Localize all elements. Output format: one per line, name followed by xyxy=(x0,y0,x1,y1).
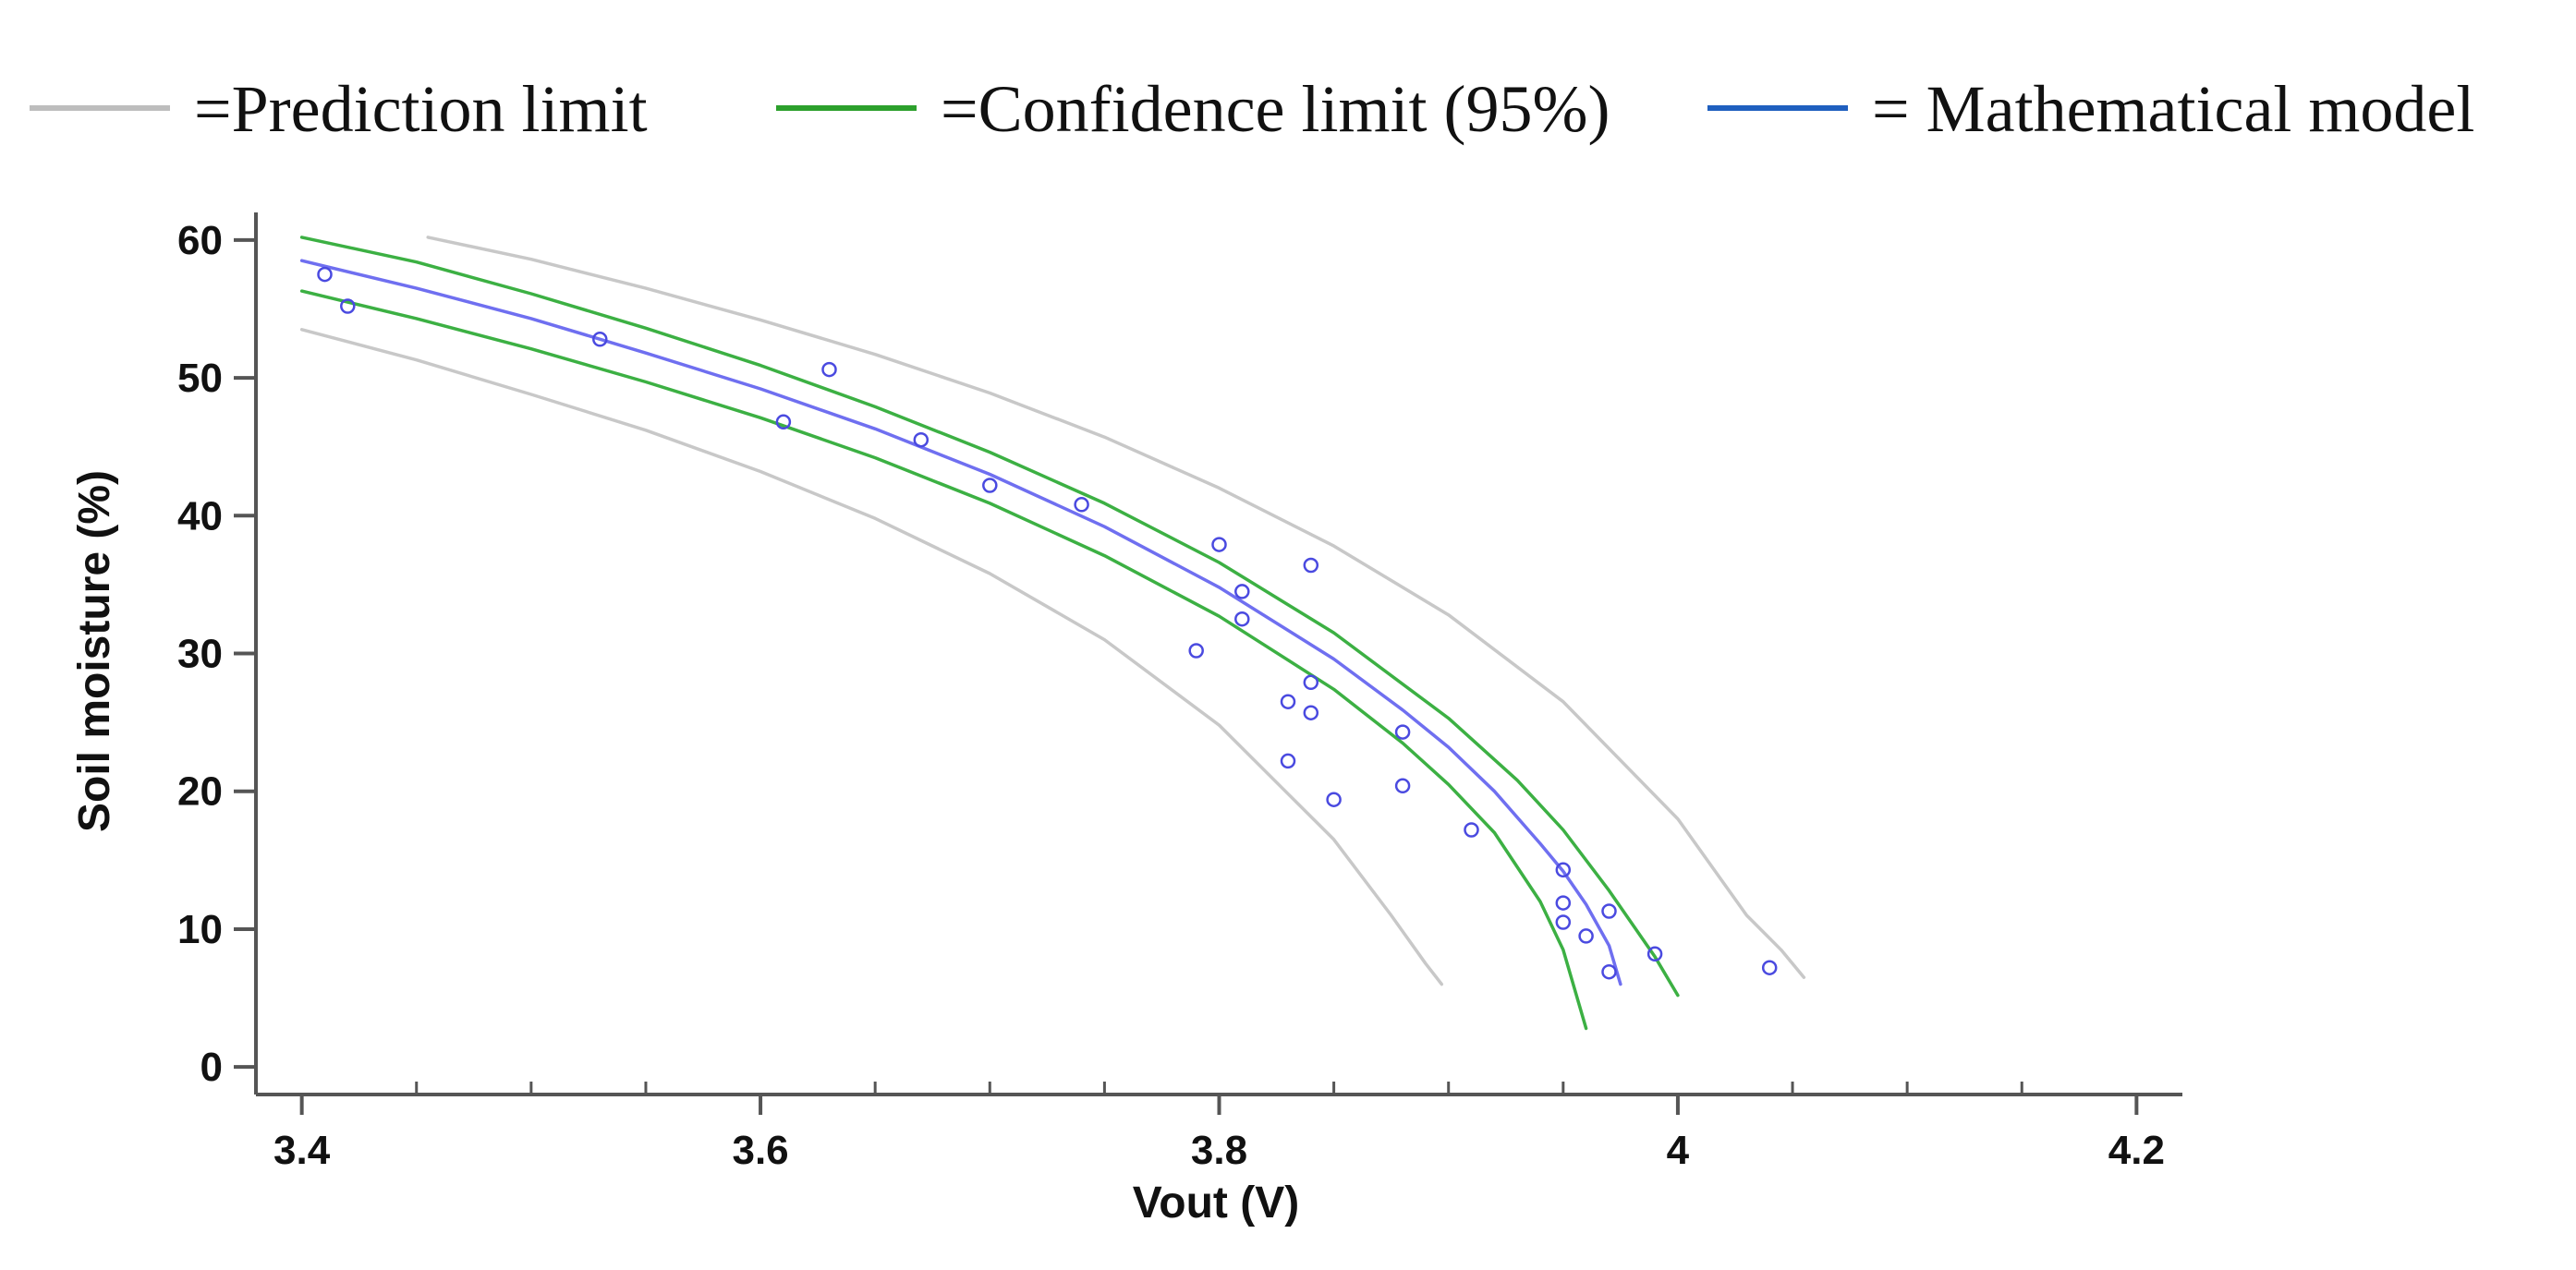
data-point xyxy=(1578,928,1594,944)
data-point xyxy=(982,478,998,493)
series-line-confidence-limit-upper xyxy=(299,236,1680,998)
x-axis-title: Vout (V) xyxy=(1133,1179,1299,1228)
data-point xyxy=(1303,674,1319,691)
x-tick-label: 3.4 xyxy=(273,1128,331,1173)
y-tick-label: 30 xyxy=(177,632,223,677)
data-point xyxy=(1394,778,1411,794)
series-line-mathematical-model xyxy=(299,259,1622,986)
data-point xyxy=(1326,792,1342,807)
data-point xyxy=(775,414,792,430)
data-point xyxy=(340,298,356,314)
y-tick-label: 50 xyxy=(177,356,223,401)
x-tick-label: 4 xyxy=(1667,1128,1690,1173)
y-tick-label: 20 xyxy=(177,769,223,815)
data-point xyxy=(1211,537,1227,552)
data-point xyxy=(317,266,333,283)
legend-label-mathematical-model: = Mathematical model xyxy=(1872,72,2474,146)
data-point xyxy=(1761,960,1778,975)
legend-label-confidence-limit: =Confidence limit (95%) xyxy=(941,72,1610,146)
data-point xyxy=(1601,963,1617,980)
data-point xyxy=(1555,914,1572,930)
x-tick-label: 3.8 xyxy=(1191,1128,1247,1173)
data-point xyxy=(1188,643,1204,659)
data-points-group xyxy=(317,266,1778,980)
data-point xyxy=(592,332,608,347)
data-point xyxy=(821,361,837,378)
data-point xyxy=(1464,822,1479,838)
data-point xyxy=(1234,611,1250,627)
x-tick-label: 4.2 xyxy=(2108,1128,2165,1173)
legend: =Prediction limit =Confidence limit (95%… xyxy=(30,72,2474,146)
data-point xyxy=(1555,862,1572,878)
data-point xyxy=(913,431,930,448)
series-group xyxy=(299,236,1806,1031)
data-point xyxy=(1394,724,1411,740)
data-point xyxy=(1280,753,1296,769)
y-tick-label: 10 xyxy=(177,907,223,952)
plot-area: 0 10 20 30 40 50 60 3.4 3.6 3.8 4 4.2 xyxy=(177,212,2182,1173)
y-tick-label: 40 xyxy=(177,493,223,538)
data-point xyxy=(1555,895,1572,911)
data-point xyxy=(1234,584,1250,599)
series-line-prediction-limit-lower xyxy=(299,328,1444,986)
y-tick-label: 0 xyxy=(200,1045,223,1090)
data-point xyxy=(1074,497,1089,513)
y-ticks: 0 10 20 30 40 50 60 xyxy=(177,218,256,1090)
legend-label-prediction-limit: =Prediction limit xyxy=(194,72,648,146)
data-point xyxy=(1303,557,1319,574)
y-axis-title: Soil moisture (%) xyxy=(70,470,119,832)
data-point xyxy=(1646,946,1663,962)
data-point xyxy=(1601,903,1617,919)
y-tick-label: 60 xyxy=(177,218,223,263)
x-ticks: 3.4 3.6 3.8 4 4.2 xyxy=(273,1082,2165,1173)
series-line-prediction-limit-upper xyxy=(426,236,1806,979)
data-point xyxy=(1280,694,1296,709)
data-point xyxy=(1303,705,1319,720)
x-tick-label: 3.6 xyxy=(732,1128,788,1173)
series-line-confidence-limit-lower xyxy=(299,289,1588,1031)
